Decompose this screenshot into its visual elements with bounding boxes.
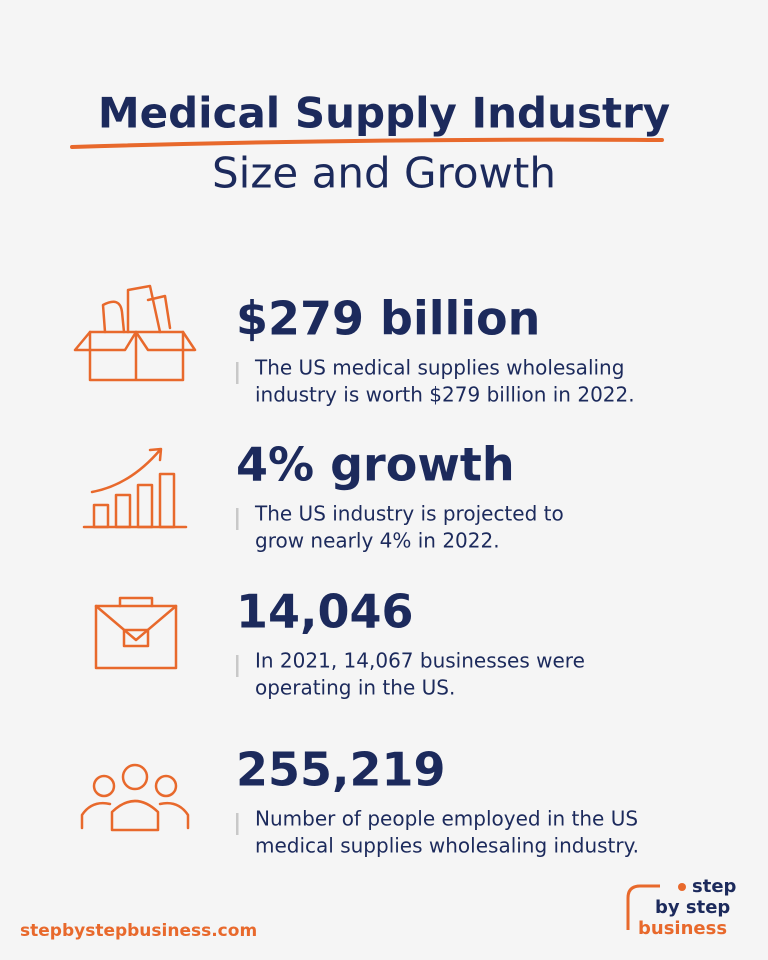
stat-description: medical supplies wholesaling industry.: [255, 834, 639, 858]
stat-headline: 14,046: [236, 585, 414, 639]
stat-headline: 4% growth: [236, 438, 515, 492]
people-icon: [80, 763, 190, 832]
stat-description: Number of people employed in the US: [255, 807, 638, 831]
stat-description: The US medical supplies wholesaling: [254, 356, 624, 380]
quote-bar: [236, 508, 239, 530]
stat-description: In 2021, 14,067 businesses were: [255, 649, 585, 673]
stat-description: industry is worth $279 billion in 2022.: [255, 383, 635, 407]
title-underline: [70, 137, 664, 149]
stat-headline: 255,219: [236, 743, 446, 797]
stat-description: The US industry is projected to: [254, 502, 564, 526]
stat-headline: $279 billion: [236, 292, 540, 346]
quote-bar: [236, 655, 239, 677]
briefcase-icon: [94, 596, 178, 670]
logo-mark: [626, 884, 660, 930]
logo-text: step: [692, 876, 737, 897]
quote-bar: [236, 362, 239, 384]
logo: step by step business: [626, 876, 737, 939]
stat-description: grow nearly 4% in 2022.: [255, 529, 500, 553]
footer-url: stepbystepbusiness.com: [20, 921, 257, 941]
stat-description: operating in the US.: [255, 676, 455, 700]
logo-text: business: [638, 918, 727, 939]
stats: $279 billion The US medical supplies whol…: [236, 292, 639, 858]
title: Medical Supply Industry: [98, 89, 670, 138]
box-icon: [73, 284, 197, 382]
subtitle: Size and Growth: [212, 149, 556, 198]
logo-dot: [678, 883, 686, 891]
quote-bar: [236, 813, 239, 835]
growth-icon: [82, 447, 188, 529]
logo-text: by step: [655, 897, 730, 918]
